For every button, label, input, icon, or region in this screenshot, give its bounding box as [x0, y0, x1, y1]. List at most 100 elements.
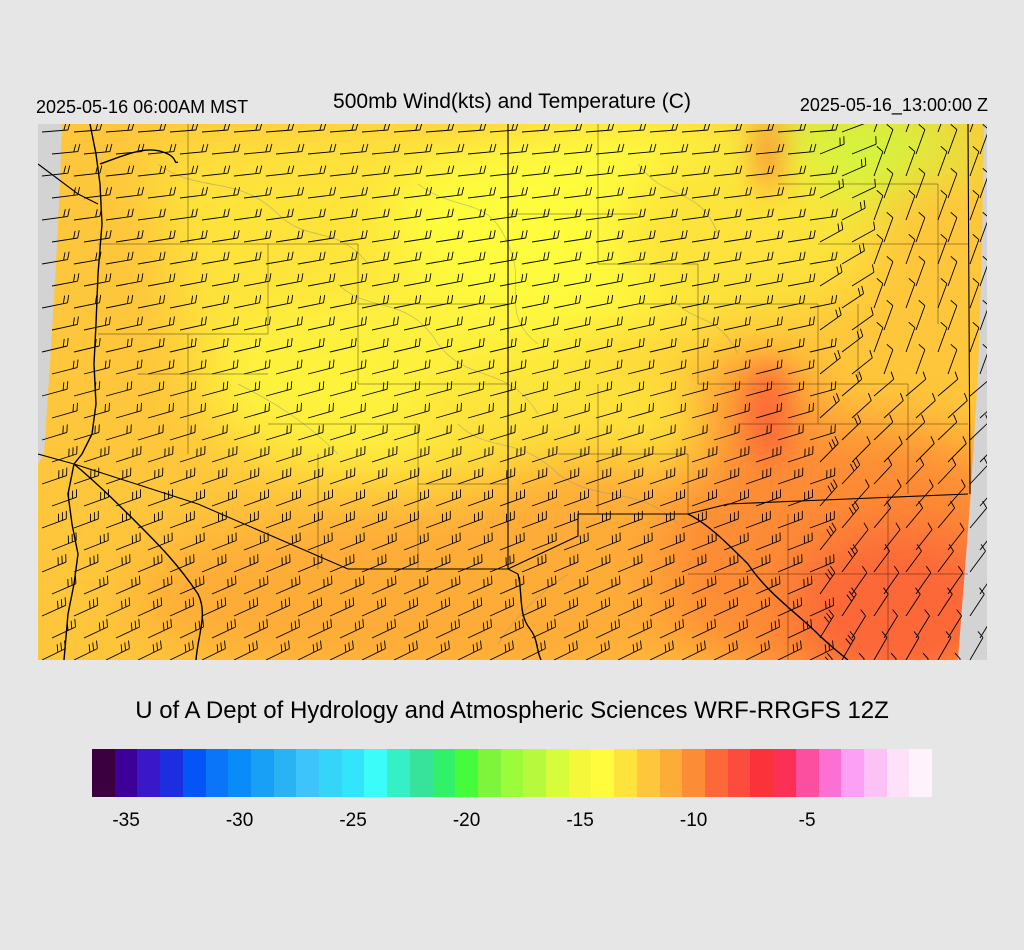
wind-barb [947, 212, 958, 243]
wind-barb [745, 294, 774, 309]
wind-barb [457, 554, 483, 573]
wind-barb [979, 583, 987, 595]
wind-barb [457, 165, 487, 177]
wind-barb [915, 393, 936, 419]
wind-barb [499, 230, 528, 243]
wind-barb [371, 316, 399, 331]
wind-barb [969, 414, 987, 441]
wind-barb [755, 575, 781, 595]
wind-barb [521, 554, 547, 573]
wind-barb [201, 381, 229, 397]
wind-barb [403, 273, 432, 287]
colorbar-box [523, 749, 547, 797]
wind-barb [659, 359, 687, 375]
wind-barb [361, 467, 388, 485]
wind-barb [169, 424, 196, 441]
wind-barb [489, 510, 515, 529]
wind-barb [617, 640, 642, 660]
wind-barb [777, 554, 803, 573]
wind-barb [329, 381, 357, 397]
wind-barb [873, 278, 884, 309]
wind-barb [233, 337, 261, 353]
wind-barb [553, 554, 579, 573]
wind-barb [211, 402, 238, 419]
wind-barb [179, 489, 205, 507]
wind-barb [265, 337, 293, 353]
wind-barb [563, 186, 593, 199]
wind-barb [937, 190, 948, 221]
wind-barb [841, 587, 857, 617]
wind-barb [201, 424, 228, 441]
wind-barb [531, 489, 557, 507]
wind-barb [137, 337, 165, 353]
wind-barb [329, 165, 359, 177]
wind-barb [755, 489, 781, 507]
wind-barb [947, 393, 968, 419]
wind-barb [339, 489, 365, 507]
wind-barb [851, 565, 868, 595]
wind-barb [265, 208, 294, 221]
wind-barb [905, 278, 916, 309]
wind-barb [265, 510, 291, 529]
wind-barb [969, 190, 980, 221]
wind-barb [787, 273, 816, 287]
wind-barb [371, 532, 397, 551]
wind-barb [851, 136, 877, 155]
wind-barb [243, 445, 270, 463]
colorbar-box [205, 749, 229, 797]
wind-barb [233, 424, 260, 441]
wind-barb [617, 208, 646, 221]
wind-barb [51, 445, 78, 463]
wind-barb [457, 294, 486, 309]
wind-barb [147, 489, 173, 507]
wind-barb [563, 230, 592, 243]
wind-barb [41, 165, 71, 177]
wind-barb [563, 489, 589, 507]
colorbar-box [795, 749, 819, 797]
wind-barb [723, 532, 749, 551]
wind-barb [595, 316, 623, 331]
wind-barb [691, 489, 717, 507]
wind-barb [873, 322, 884, 353]
wind-barb [659, 618, 684, 639]
temperature-colorbar [92, 749, 933, 797]
wind-barb [531, 273, 560, 287]
wind-barb [979, 454, 987, 463]
wind-barb [681, 124, 711, 133]
wind-barb [595, 359, 623, 375]
wind-barb [137, 597, 163, 617]
wind-barb [233, 381, 261, 397]
wind-barb [489, 381, 517, 397]
wind-barb [922, 652, 929, 660]
wind-barb [499, 186, 529, 199]
wind-barb [169, 294, 198, 309]
wind-barb [307, 532, 333, 551]
wind-barb [297, 165, 327, 177]
wind-barb [51, 230, 80, 243]
colorbar-box [273, 749, 297, 797]
wind-barb [755, 273, 784, 287]
wind-barb [851, 350, 873, 375]
wind-barb [723, 273, 752, 287]
wind-barb [339, 532, 365, 551]
wind-barb [467, 532, 493, 551]
wind-barb [787, 575, 813, 595]
wind-barb [179, 143, 209, 155]
colorbar-box [387, 749, 410, 797]
wind-barb [745, 424, 772, 441]
wind-barb [489, 597, 515, 617]
wind-barb [691, 143, 721, 155]
wind-barb [553, 208, 582, 221]
wind-barb [179, 273, 208, 287]
wind-barb [617, 597, 643, 617]
wind-barb [243, 273, 272, 287]
wind-barb [745, 510, 771, 529]
wind-barb [137, 251, 166, 265]
wind-barb [371, 273, 400, 287]
wind-barb [659, 402, 686, 419]
wind-barb [169, 165, 199, 177]
wind-barb [393, 124, 423, 133]
state-borders [38, 124, 971, 575]
wind-barb [147, 186, 177, 199]
wind-barb [681, 337, 709, 353]
